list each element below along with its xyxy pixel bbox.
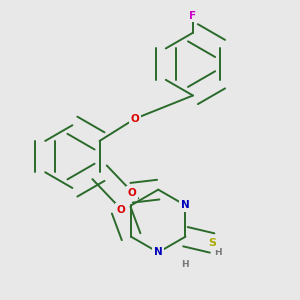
- Text: S: S: [208, 238, 216, 248]
- Text: H: H: [182, 260, 189, 269]
- Text: N: N: [154, 248, 163, 257]
- Text: O: O: [131, 114, 140, 124]
- Text: O: O: [117, 205, 126, 215]
- Text: H: H: [214, 248, 221, 257]
- Text: F: F: [189, 11, 197, 20]
- Text: O: O: [127, 188, 136, 198]
- Text: N: N: [181, 200, 190, 210]
